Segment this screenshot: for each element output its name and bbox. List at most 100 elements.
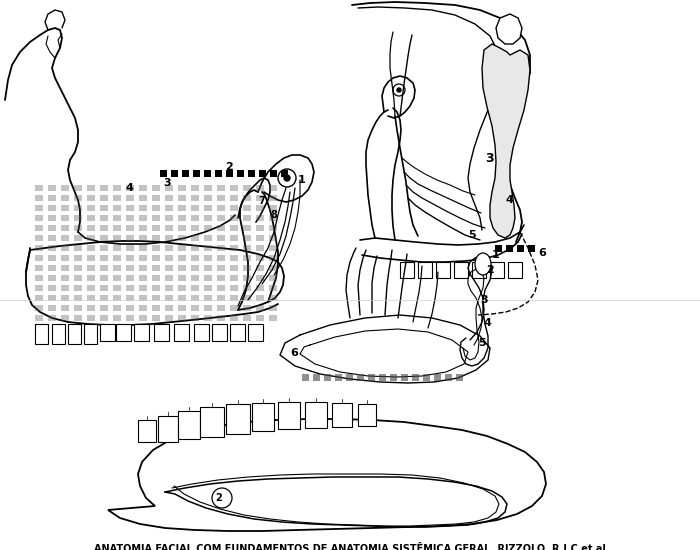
Bar	[204, 295, 212, 301]
Polygon shape	[454, 262, 468, 278]
Bar	[61, 205, 69, 211]
Bar	[48, 275, 56, 281]
Text: 2: 2	[486, 265, 493, 275]
Bar	[230, 215, 238, 221]
Text: 6: 6	[538, 248, 546, 258]
Bar	[113, 215, 121, 221]
Bar	[61, 235, 69, 241]
Bar	[139, 315, 147, 321]
Ellipse shape	[475, 253, 491, 275]
Bar	[423, 374, 430, 381]
Bar	[48, 265, 56, 271]
Bar	[74, 255, 82, 261]
Bar	[324, 374, 331, 381]
Polygon shape	[305, 402, 327, 428]
Bar	[269, 305, 277, 311]
Bar	[217, 205, 225, 211]
Bar	[204, 185, 212, 191]
Bar	[48, 215, 56, 221]
Bar	[237, 170, 244, 177]
Text: 4: 4	[505, 195, 513, 205]
Bar	[100, 215, 108, 221]
Bar	[35, 205, 43, 211]
Bar	[230, 275, 238, 281]
Bar	[152, 235, 160, 241]
Text: 1: 1	[492, 250, 500, 260]
Text: 8: 8	[270, 210, 277, 220]
Bar	[74, 205, 82, 211]
Bar	[269, 195, 277, 201]
Bar	[230, 305, 238, 311]
Bar	[269, 235, 277, 241]
Bar	[139, 245, 147, 251]
Polygon shape	[278, 402, 300, 429]
Polygon shape	[108, 419, 546, 531]
Polygon shape	[332, 403, 352, 427]
Bar	[139, 275, 147, 281]
Bar	[230, 245, 238, 251]
Bar	[48, 285, 56, 291]
Bar	[87, 235, 95, 241]
Bar	[178, 225, 186, 231]
Bar	[243, 295, 251, 301]
Bar	[48, 315, 56, 321]
Bar	[256, 295, 264, 301]
Bar	[204, 275, 212, 281]
Polygon shape	[178, 411, 200, 439]
Bar	[217, 195, 225, 201]
Polygon shape	[174, 324, 189, 341]
Bar	[87, 255, 95, 261]
Bar	[48, 305, 56, 311]
Bar	[139, 225, 147, 231]
Bar	[61, 295, 69, 301]
Bar	[191, 225, 199, 231]
Bar	[87, 275, 95, 281]
Polygon shape	[212, 324, 227, 341]
Bar	[113, 255, 121, 261]
Bar	[48, 245, 56, 251]
Bar	[139, 195, 147, 201]
Bar	[126, 275, 134, 281]
Bar	[113, 205, 121, 211]
Bar	[165, 205, 173, 211]
Bar	[100, 275, 108, 281]
Bar	[269, 275, 277, 281]
Bar	[230, 265, 238, 271]
Bar	[313, 374, 320, 381]
Bar	[139, 185, 147, 191]
Bar	[126, 265, 134, 271]
Bar	[204, 235, 212, 241]
Bar	[165, 285, 173, 291]
Bar	[230, 295, 238, 301]
Bar	[74, 265, 82, 271]
Bar	[113, 305, 121, 311]
Bar	[152, 285, 160, 291]
Bar	[269, 215, 277, 221]
Bar	[126, 295, 134, 301]
Bar	[302, 374, 309, 381]
Bar	[100, 305, 108, 311]
Bar	[87, 265, 95, 271]
Bar	[87, 205, 95, 211]
Polygon shape	[134, 324, 149, 341]
Bar	[113, 275, 121, 281]
Bar	[269, 285, 277, 291]
Bar	[100, 295, 108, 301]
Bar	[178, 215, 186, 221]
Bar	[48, 225, 56, 231]
Bar	[230, 185, 238, 191]
Bar	[178, 295, 186, 301]
Text: 3: 3	[480, 295, 488, 305]
Bar	[100, 255, 108, 261]
Bar	[74, 275, 82, 281]
Bar	[256, 215, 264, 221]
Bar	[217, 255, 225, 261]
Bar	[269, 185, 277, 191]
Polygon shape	[226, 404, 250, 434]
Polygon shape	[400, 262, 414, 278]
Bar	[495, 245, 502, 252]
Bar	[126, 245, 134, 251]
Bar	[61, 315, 69, 321]
Bar	[74, 235, 82, 241]
Bar	[256, 245, 264, 251]
